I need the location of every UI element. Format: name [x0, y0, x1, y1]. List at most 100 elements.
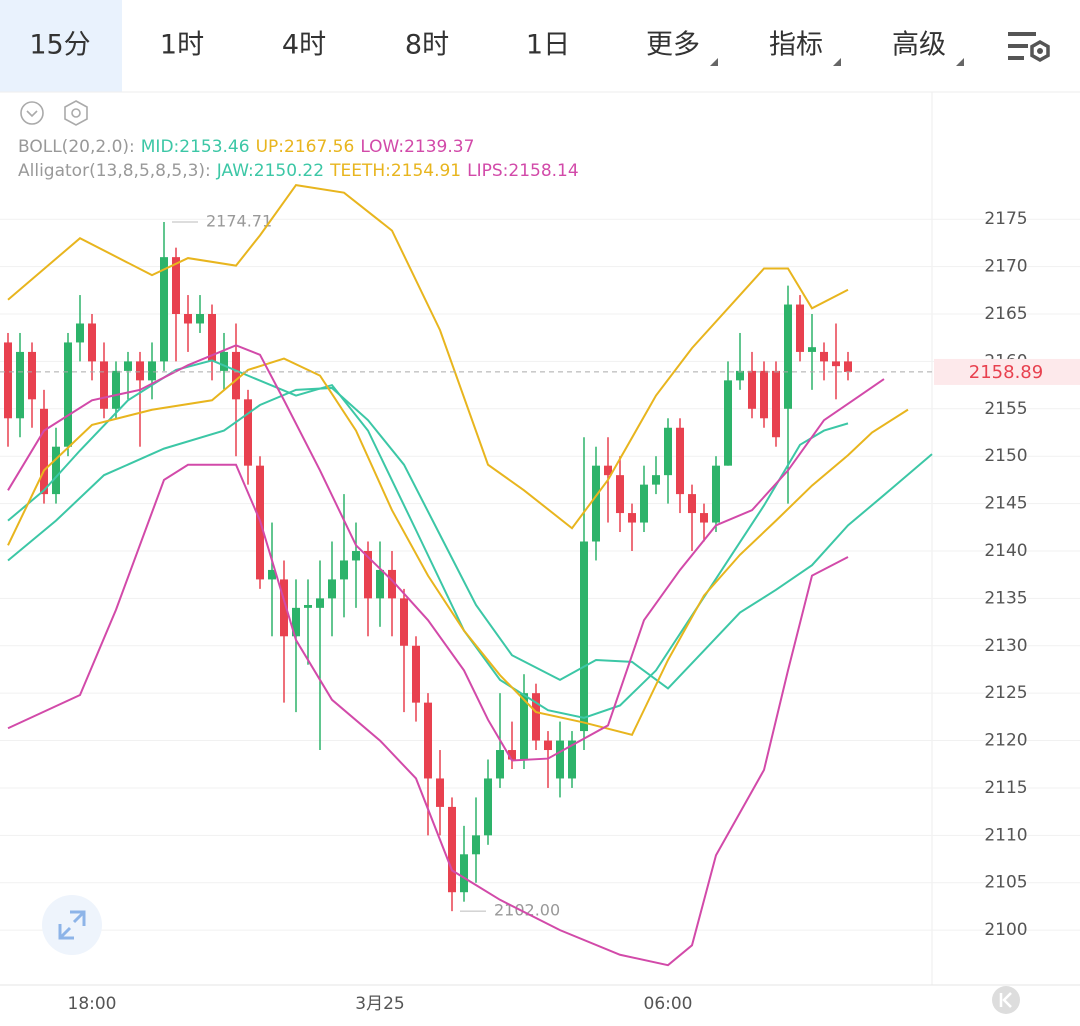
y-tick-label: 2170	[984, 257, 1027, 277]
tab[interactable]: 1日	[526, 30, 570, 61]
candle-body	[184, 314, 192, 324]
y-tick-label: 2120	[984, 731, 1027, 751]
candle-body	[280, 579, 288, 637]
y-tick-label: 2165	[984, 304, 1027, 324]
indicator-title: BOLL(20,2.0):	[18, 137, 135, 157]
candle-body	[832, 361, 840, 367]
tab[interactable]: 指标	[769, 30, 823, 61]
candle-body	[460, 854, 468, 893]
tab[interactable]: 15分	[29, 30, 90, 61]
legend-entry: MID:2153.46	[141, 137, 250, 157]
candle-body	[352, 550, 360, 561]
candle-body	[400, 598, 408, 646]
candle-body	[736, 370, 744, 381]
candle-body	[820, 351, 828, 362]
candle-body	[556, 740, 564, 779]
candle-body	[520, 693, 528, 760]
candle-body	[148, 361, 156, 381]
candle-body	[376, 569, 384, 599]
candle-body	[196, 314, 204, 324]
candle-body	[712, 465, 720, 523]
candle-body	[748, 370, 756, 409]
tab[interactable]: 4时	[282, 30, 326, 61]
indicator-settings-icon[interactable]	[64, 100, 88, 126]
indicator-title: Alligator(13,8,5,8,5,3):	[18, 161, 211, 181]
y-tick-label: 2155	[984, 399, 1027, 419]
legend-entry: TEETH:2154.91	[329, 161, 461, 181]
candle-body	[604, 465, 612, 476]
candle-body	[52, 446, 60, 495]
x-tick-label: 06:00	[644, 994, 693, 1014]
x-tick-label: 3月25	[355, 994, 404, 1014]
indicator-line	[7, 357, 909, 737]
y-tick-label: 2135	[984, 588, 1027, 608]
plot: 2100 2105 2110 2115 2120 2125 2130 2135 2140 2145…	[0, 137, 1080, 1014]
candle-body	[472, 835, 480, 855]
y-tick-label: 2110	[984, 825, 1027, 845]
candle-body	[340, 560, 348, 580]
candle-body	[160, 257, 168, 362]
candle-body	[688, 494, 696, 514]
candle-body	[844, 361, 852, 372]
candle-body	[4, 342, 12, 419]
max-label: 2174.71	[206, 211, 272, 230]
candle-body	[220, 351, 228, 371]
tab[interactable]: 1时	[160, 30, 204, 61]
candle-body	[640, 484, 648, 523]
tab[interactable]: 更多	[646, 30, 700, 61]
candle-body	[568, 740, 576, 779]
candle-body	[484, 778, 492, 836]
candle-body	[436, 778, 444, 807]
y-tick-label: 2175	[984, 209, 1027, 229]
indicator-line	[7, 463, 849, 967]
tab[interactable]: 8时	[405, 30, 449, 61]
y-tick-label: 2130	[984, 636, 1027, 656]
candle-body	[760, 370, 768, 419]
candle-body	[112, 370, 120, 409]
y-tick-label: 2105	[984, 873, 1027, 893]
settings-icon[interactable]	[1008, 32, 1050, 63]
candle-body	[592, 465, 600, 542]
collapse-icon[interactable]	[20, 101, 44, 125]
candle-body	[448, 806, 456, 893]
selected-tab-bg	[0, 0, 122, 92]
candle-body	[268, 569, 276, 580]
candle-body	[100, 361, 108, 409]
indicator-legend: BOLL(20,2.0): MID:2153.46 UP:2167.56 LOW:21…	[18, 137, 474, 157]
min-label: 2102.00	[494, 901, 560, 920]
indicator-line	[7, 386, 933, 690]
candle-body	[580, 541, 588, 732]
candle-body	[364, 550, 372, 599]
candle-body	[424, 702, 432, 779]
candle-body	[124, 361, 132, 371]
y-tick-label: 2140	[984, 541, 1027, 561]
candle-body	[64, 342, 72, 447]
dropdown-caret	[956, 58, 964, 66]
dropdown-caret	[710, 58, 718, 66]
dropdown-caret	[833, 58, 841, 66]
candle-body	[676, 427, 684, 495]
candle-body	[328, 579, 336, 599]
legend-entry: UP:2167.56	[256, 137, 355, 157]
candle-body	[388, 569, 396, 599]
expand-button[interactable]	[42, 895, 102, 955]
candle-body	[88, 323, 96, 362]
candle-body	[652, 475, 660, 485]
candle-body	[172, 257, 180, 315]
candle-body	[544, 740, 552, 751]
last-price-label: 2158.89	[969, 362, 1043, 383]
candle-body	[76, 323, 84, 343]
legend-entry: LOW:2139.37	[360, 137, 474, 157]
tab[interactable]: 高级	[892, 30, 946, 61]
candle-body	[40, 408, 48, 495]
candle-body	[700, 513, 708, 523]
candle-body	[628, 513, 636, 523]
candle-body	[784, 304, 792, 409]
legend-entry: JAW:2150.22	[216, 161, 324, 181]
candle-body	[724, 380, 732, 466]
indicator-line	[7, 344, 885, 762]
candle-body	[28, 351, 36, 400]
reset-button[interactable]	[992, 986, 1020, 1014]
